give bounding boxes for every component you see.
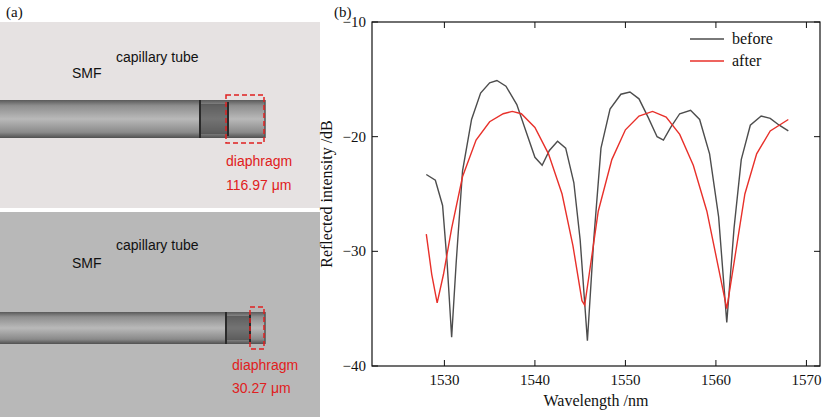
x-tick <box>534 22 535 28</box>
fiber <box>0 312 265 344</box>
series-line <box>426 80 788 340</box>
y-axis-title: Reflected intensity /dB <box>318 120 336 268</box>
y-tick <box>814 136 820 137</box>
y-tick-label: −10 <box>343 14 366 30</box>
x-tick <box>625 22 626 28</box>
label: capillary tube <box>116 237 199 253</box>
x-tick <box>534 360 535 366</box>
legend-label: after <box>732 52 762 69</box>
cavity <box>200 104 228 134</box>
y-tick-label: −30 <box>343 243 366 259</box>
x-axis-title: Wavelength /nm <box>544 392 649 410</box>
x-tick <box>715 22 716 28</box>
label: diaphragm <box>232 357 298 373</box>
photo: SMF capillary tube diaphragm 116.97 μm <box>0 22 320 208</box>
label: 116.97 μm <box>226 177 291 193</box>
x-tick <box>444 360 445 366</box>
x-tick-label: 1560 <box>701 372 731 388</box>
x-tick <box>625 360 626 366</box>
fiber-end <box>199 100 201 138</box>
y-tick-label: −20 <box>343 129 366 145</box>
fiber-end <box>225 312 227 344</box>
plot-frame <box>372 22 820 366</box>
photo-background <box>0 212 320 417</box>
x-tick <box>806 360 807 366</box>
label: SMF <box>72 255 102 271</box>
series-group <box>426 80 788 340</box>
legend-swatch <box>690 38 724 40</box>
legend-swatch <box>690 60 724 62</box>
legend: before after <box>690 30 773 69</box>
x-tick <box>444 22 445 28</box>
panel-letter: (a) <box>6 4 23 21</box>
photo-background <box>0 22 320 208</box>
x-tick-label: 1550 <box>610 372 640 388</box>
label: SMF <box>72 65 102 81</box>
legend-label: before <box>732 30 773 47</box>
y-tick <box>372 251 378 252</box>
diaphragm-face <box>227 102 229 136</box>
x-tick-label: 1530 <box>429 372 459 388</box>
label: diaphragm <box>226 153 292 169</box>
x-tick <box>715 360 716 366</box>
diaphragm-box <box>250 307 264 349</box>
photo: SMF capillary tube diaphragm 30.27 μm <box>0 212 320 417</box>
x-tick-label: 1570 <box>791 372 821 388</box>
y-tick-label: −40 <box>343 358 366 374</box>
diaphragm-box <box>226 95 264 143</box>
y-tick <box>814 251 820 252</box>
series-line <box>426 111 788 308</box>
label: 30.27 μm <box>232 380 291 396</box>
label: capillary tube <box>116 49 199 65</box>
x-tick-label: 1540 <box>520 372 550 388</box>
y-tick <box>372 136 378 137</box>
x-tick <box>806 22 807 28</box>
cavity <box>226 316 250 340</box>
